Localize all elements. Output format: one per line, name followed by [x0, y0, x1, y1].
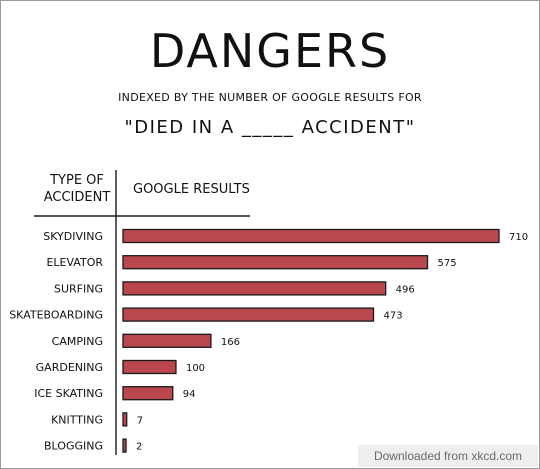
value-label-skateboarding: 473: [383, 311, 402, 322]
value-label-surfing: 496: [396, 284, 415, 295]
chart-title: DANGERS: [149, 24, 391, 78]
value-label-camping: 166: [221, 337, 240, 348]
bar-camping: [122, 333, 212, 348]
category-label-ice-skating: ICE SKATING: [34, 387, 103, 400]
value-label-blogging: 2: [136, 442, 142, 453]
category-label-skateboarding: SKATEBOARDING: [9, 309, 103, 322]
value-label-gardening: 100: [186, 363, 205, 374]
category-label-elevator: ELEVATOR: [46, 256, 103, 269]
bar-blogging: [122, 438, 127, 453]
value-label-skydiving: 710: [509, 232, 528, 243]
bar-knitting: [122, 412, 128, 427]
category-label-knitting: KNITTING: [51, 413, 103, 426]
value-column-header: GOOGLE RESULTS: [133, 182, 250, 197]
category-label-gardening: GARDENING: [36, 361, 103, 374]
bar-skateboarding: [122, 307, 375, 322]
value-label-elevator: 575: [438, 258, 457, 269]
bar-surfing: [122, 281, 387, 296]
source-credit[interactable]: Downloaded from xkcd.com: [358, 445, 538, 467]
bar-gardening: [122, 359, 177, 375]
category-label-camping: CAMPING: [52, 335, 103, 348]
category-label-surfing: SURFING: [54, 282, 103, 295]
category-label-blogging: BLOGGING: [44, 440, 103, 453]
chart-subtitle: INDEXED BY THE NUMBER OF GOOGLE RESULTS …: [118, 91, 422, 104]
value-label-ice-skating: 94: [183, 389, 196, 400]
bar-skydiving: [122, 228, 500, 244]
category-column-header: TYPE OF ACCIDENT: [43, 173, 111, 205]
bar-group: SKYDIVING 710 ELEVATOR 575 SURFING 496 SKATEBO…: [9, 228, 528, 453]
chart-query: "DIED IN A _____ ACCIDENT": [124, 117, 416, 138]
category-label-skydiving: SKYDIVING: [43, 230, 103, 243]
bar-ice-skating: [122, 386, 174, 401]
bar-elevator: [122, 255, 429, 270]
value-label-knitting: 7: [137, 415, 143, 426]
